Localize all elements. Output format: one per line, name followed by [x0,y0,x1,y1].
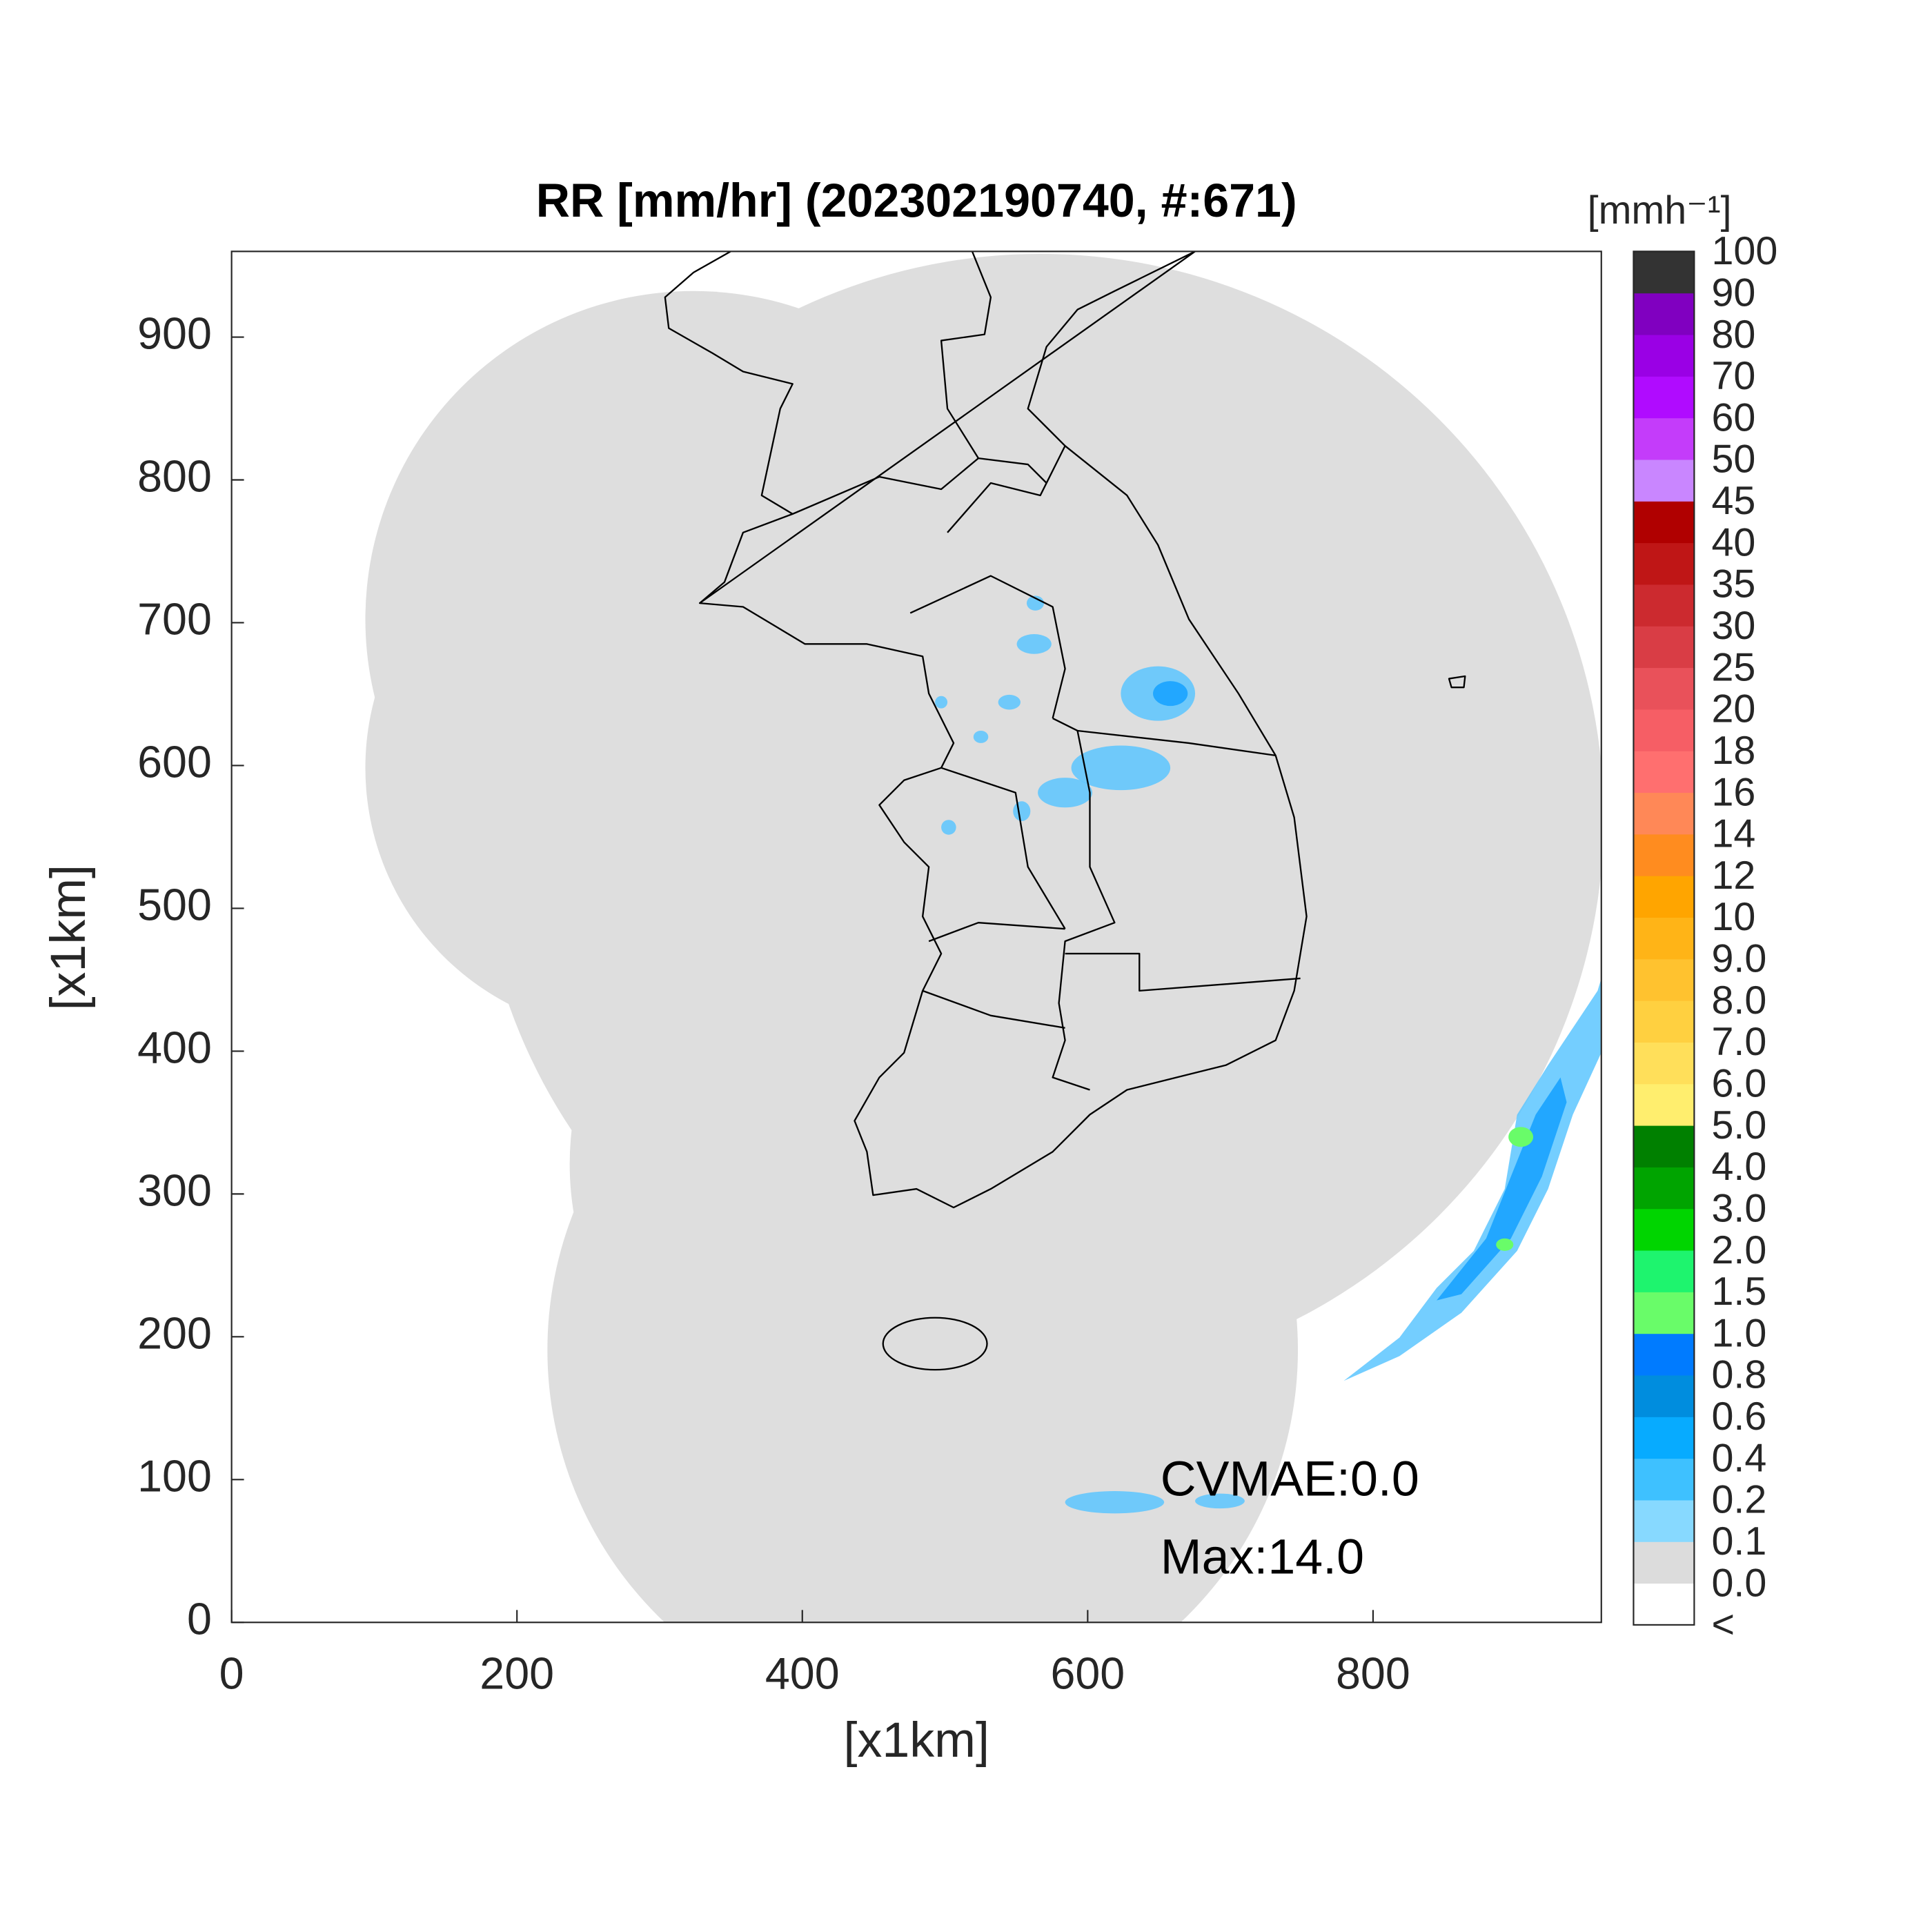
colorbar-swatch [1633,1000,1695,1043]
y-axis-label: [x1km] [41,865,96,1010]
colorbar-label: 0.4 [1712,1436,1767,1480]
colorbar-label: 0.0 [1712,1561,1767,1605]
colorbar-swatch [1633,1374,1695,1417]
colorbar-swatch [1633,1292,1695,1334]
colorbar-label: 35 [1712,562,1756,607]
y-tick-label: 800 [137,452,212,502]
colorbar-swatch [1633,417,1695,460]
colorbar-label: 20 [1712,687,1756,731]
colorbar-swatch [1633,958,1695,1001]
y-tick-label: 600 [137,738,212,787]
colorbar-label: 45 [1712,479,1756,523]
colorbar-swatch [1633,1083,1695,1126]
y-tick-label: 300 [137,1165,212,1215]
colorbar-label: 0.6 [1712,1394,1767,1439]
colorbar-label: 30 [1712,604,1756,648]
colorbar-label: 6.0 [1712,1061,1767,1105]
colorbar-label: 60 [1712,395,1756,440]
colorbar-swatch [1633,834,1695,876]
colorbar-swatch [1633,709,1695,751]
colorbar-label: < [1712,1603,1735,1647]
colorbar-label: 7.0 [1712,1020,1767,1064]
y-tick-label: 400 [137,1023,212,1072]
colorbar-label: 4.0 [1712,1145,1767,1189]
colorbar-swatch [1633,751,1695,793]
colorbar-swatch [1633,1458,1695,1501]
colorbar-swatch [1633,1541,1695,1584]
colorbar-label: 3.0 [1712,1186,1767,1230]
y-tick-label: 500 [137,880,212,929]
map [365,251,1601,1623]
colorbar-swatch [1633,459,1695,502]
colorbar-title: [mmh⁻¹] [1588,188,1732,233]
colorbar-swatch [1633,917,1695,960]
colorbar-label: 50 [1712,437,1756,482]
x-tick-label: 800 [1336,1648,1410,1698]
y-tick-label: 200 [137,1308,212,1358]
colorbar-label: 40 [1712,520,1756,564]
colorbar-swatch [1633,1125,1695,1167]
precipitation [935,595,1601,1514]
colorbar-label: 0.1 [1712,1519,1767,1564]
colorbar-swatch [1633,1167,1695,1210]
colorbar-label: 16 [1712,770,1756,814]
colorbar-label: 18 [1712,729,1756,773]
colorbar-label: 1.5 [1712,1270,1767,1314]
colorbar-swatch [1633,1583,1695,1626]
colorbar-swatch [1633,542,1695,585]
colorbar-label: 25 [1712,645,1756,689]
chart-title: RR [mm/hr] (202302190740, #:671) [536,175,1297,227]
y-tick-label: 700 [137,595,212,644]
annotation: CVMAE:0.0 [1161,1451,1419,1506]
y-tick-label: 900 [137,309,212,359]
x-tick-label: 400 [765,1648,840,1698]
colorbar-swatch [1633,876,1695,918]
x-axis-label: [x1km] [844,1713,989,1768]
coastline [664,251,1466,1371]
colorbar-swatch [1633,501,1695,544]
colorbar-swatch [1633,1250,1695,1292]
x-tick-label: 600 [1050,1648,1125,1698]
colorbar-label: 0.8 [1712,1353,1767,1397]
annotation: Max:14.0 [1161,1530,1364,1585]
colorbar-label: 12 [1712,854,1756,898]
colorbar-swatch [1633,584,1695,627]
colorbar-swatch [1633,792,1695,835]
x-tick-label: 200 [480,1648,554,1698]
y-tick-label: 100 [137,1451,212,1501]
colorbar-swatch [1633,1333,1695,1376]
colorbar-swatch [1633,1499,1695,1542]
y-tick-label: 0 [187,1594,212,1644]
colorbar-label: 2.0 [1712,1228,1767,1272]
colorbar-swatch [1633,376,1695,419]
colorbar-label: 100 [1712,229,1778,273]
colorbar-label: 5.0 [1712,1103,1767,1147]
colorbar-swatch [1633,1208,1695,1251]
radar-coverage [365,254,1601,1623]
colorbar-swatch [1633,1042,1695,1085]
colorbar-label: 70 [1712,354,1756,398]
colorbar-label: 80 [1712,313,1756,357]
colorbar-swatch [1633,1417,1695,1459]
colorbar-label: 10 [1712,895,1756,939]
colorbar-label: 1.0 [1712,1311,1767,1355]
colorbar-label: 9.0 [1712,937,1767,981]
colorbar-swatch [1633,626,1695,669]
x-tick-label: 0 [219,1648,244,1698]
colorbar-swatch [1633,293,1695,335]
colorbar-frame [1633,250,1695,1626]
colorbar-swatch [1633,251,1695,294]
colorbar-label: 8.0 [1712,978,1767,1023]
colorbar-label: 90 [1712,270,1756,315]
colorbar-swatch [1633,334,1695,377]
colorbar-label: 14 [1712,812,1756,856]
colorbar-label: 0.2 [1712,1478,1767,1522]
plot-frame [230,250,1602,1624]
colorbar-swatch [1633,667,1695,710]
